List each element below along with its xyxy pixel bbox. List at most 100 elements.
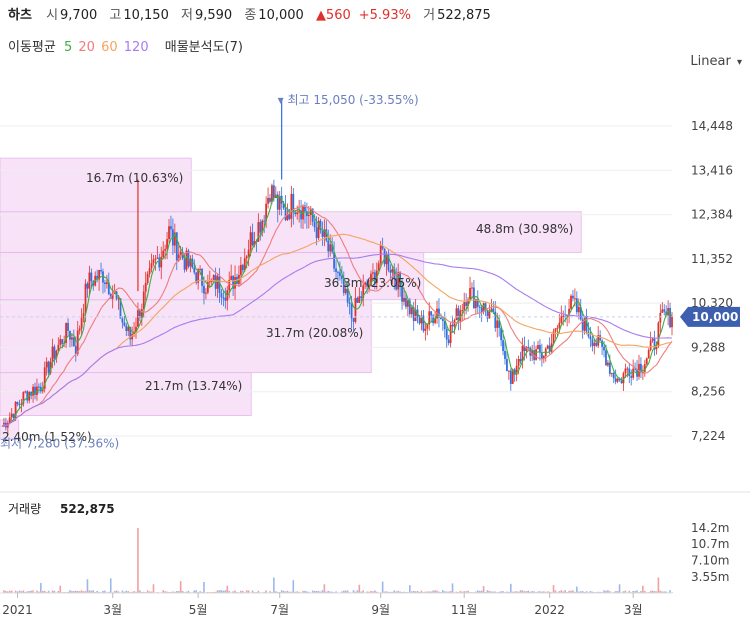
candle-body [337, 271, 339, 273]
x-tick-label: 3월 [103, 603, 122, 617]
volume-bar [428, 591, 431, 593]
y-tick-label: 11,352 [691, 252, 733, 266]
volume-bar [653, 591, 656, 593]
candle-body [581, 319, 584, 331]
candle-body [669, 307, 671, 328]
candle-body [135, 326, 137, 332]
volume-tick-label: 10.7m [691, 537, 729, 551]
candle-body [329, 244, 332, 252]
volume-bar [172, 591, 174, 593]
volume-bar [478, 590, 481, 593]
candle-body [502, 340, 504, 351]
candle-body [272, 185, 275, 199]
x-tick-label: 11월 [451, 603, 477, 617]
volume-bar [263, 591, 265, 593]
candle-body [457, 308, 460, 322]
volume-bar [51, 590, 54, 593]
ma-120: 120 [123, 40, 149, 55]
candle-body [117, 298, 120, 300]
x-tick-label: 7월 [270, 603, 289, 617]
candle-body [146, 273, 149, 283]
volume-bar [424, 591, 427, 593]
open-value: 9,700 [60, 8, 98, 23]
volume-profile-bar [0, 299, 372, 374]
volume-bar [475, 591, 477, 593]
candle-body [96, 275, 99, 280]
volume-bar [482, 586, 485, 593]
volume-bar [568, 590, 570, 593]
volume-bar [78, 591, 81, 593]
candle-body [360, 296, 363, 298]
volume-bar [98, 591, 100, 593]
candle-body [364, 282, 367, 286]
volume-profile-toggle[interactable]: 매물분석도(7) [164, 40, 243, 55]
candle-body [317, 220, 320, 239]
candle-body [300, 210, 302, 220]
ma-5: 5 [63, 40, 73, 55]
candle-body [535, 349, 537, 360]
candle-body [37, 386, 40, 388]
volume-bar [381, 581, 384, 593]
candle-body [486, 310, 489, 319]
volume-bar [467, 590, 469, 593]
scale-selector[interactable]: Linear ▾ [690, 54, 742, 69]
volume-tick-label: 14.2m [691, 521, 729, 535]
volume-bar [325, 591, 328, 593]
y-tick-label: 10,320 [691, 296, 733, 310]
volume-bar [492, 591, 495, 593]
candle-body [205, 292, 207, 294]
volume-bar [513, 591, 516, 593]
volume-bar [152, 584, 155, 593]
moving-average-legend[interactable]: 이동평균 5 20 60 120 매물분석도(7) [8, 36, 247, 55]
y-tick-label: 12,384 [691, 208, 733, 222]
candle-body [228, 279, 231, 291]
candle-body [632, 368, 635, 378]
volume-bar [564, 590, 566, 593]
candle-body [628, 368, 631, 377]
candle-body [649, 340, 652, 351]
candle-body [179, 251, 182, 255]
candle-body [624, 368, 627, 374]
volume-bar [232, 591, 234, 593]
volume-bar [508, 591, 510, 593]
candle-body [414, 309, 417, 322]
volume-bar [102, 590, 104, 593]
volume-bar [661, 591, 664, 593]
candle-body [107, 282, 110, 295]
volume-bar [486, 590, 489, 593]
close-value: 10,000 [258, 8, 304, 23]
volume-bar [317, 590, 320, 593]
volume-bar [84, 591, 87, 593]
candle-body [492, 308, 495, 312]
candle-body [339, 272, 341, 276]
candle-body [344, 288, 347, 293]
candle-body [385, 254, 388, 265]
volume-bar [362, 590, 365, 593]
volume-bar [609, 591, 611, 593]
volume-bar [510, 583, 512, 593]
volume-bar [655, 591, 658, 593]
candle-body [67, 322, 69, 331]
volume-bar [288, 591, 291, 593]
candle-body [471, 287, 473, 289]
candle-body [562, 315, 565, 317]
volume-bar [548, 591, 551, 593]
volume-bar [634, 591, 636, 593]
volume-bar [26, 591, 29, 593]
candle-body [352, 318, 355, 322]
candle-body [603, 346, 605, 351]
volume-bar [284, 591, 287, 593]
candle-body [201, 268, 203, 286]
candle-body [259, 222, 262, 233]
volume-bar [346, 590, 349, 593]
volume-bar [18, 590, 21, 593]
candle-body [643, 364, 646, 372]
volume-bar [306, 591, 308, 593]
candle-body [307, 214, 310, 217]
volume-bar [164, 591, 166, 593]
volume-bar [484, 591, 487, 593]
candle-body [342, 278, 345, 293]
volume-bar [523, 591, 526, 593]
candle-body [148, 268, 151, 274]
